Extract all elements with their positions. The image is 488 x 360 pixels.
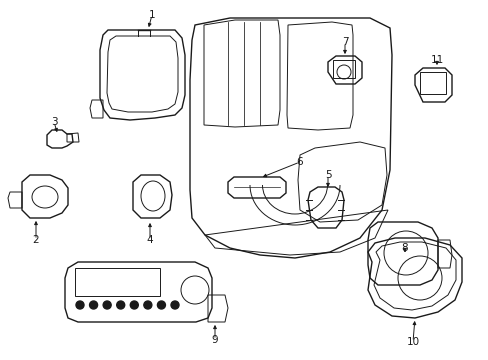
Text: 4: 4 — [146, 235, 153, 245]
Text: 6: 6 — [296, 157, 303, 167]
Text: 11: 11 — [429, 55, 443, 65]
Circle shape — [76, 301, 84, 309]
Text: 9: 9 — [211, 335, 218, 345]
Bar — [419, 72, 445, 94]
Circle shape — [117, 301, 124, 309]
Circle shape — [130, 301, 138, 309]
Bar — [332, 60, 354, 78]
Circle shape — [103, 301, 111, 309]
Circle shape — [171, 301, 179, 309]
Text: 1: 1 — [148, 10, 155, 20]
Text: 7: 7 — [341, 37, 347, 47]
Text: 3: 3 — [51, 117, 57, 127]
Text: 2: 2 — [33, 235, 39, 245]
Text: 8: 8 — [401, 243, 407, 253]
Circle shape — [89, 301, 98, 309]
Bar — [75, 268, 160, 296]
Circle shape — [143, 301, 152, 309]
Circle shape — [157, 301, 165, 309]
Text: 5: 5 — [324, 170, 331, 180]
Text: 10: 10 — [406, 337, 419, 347]
